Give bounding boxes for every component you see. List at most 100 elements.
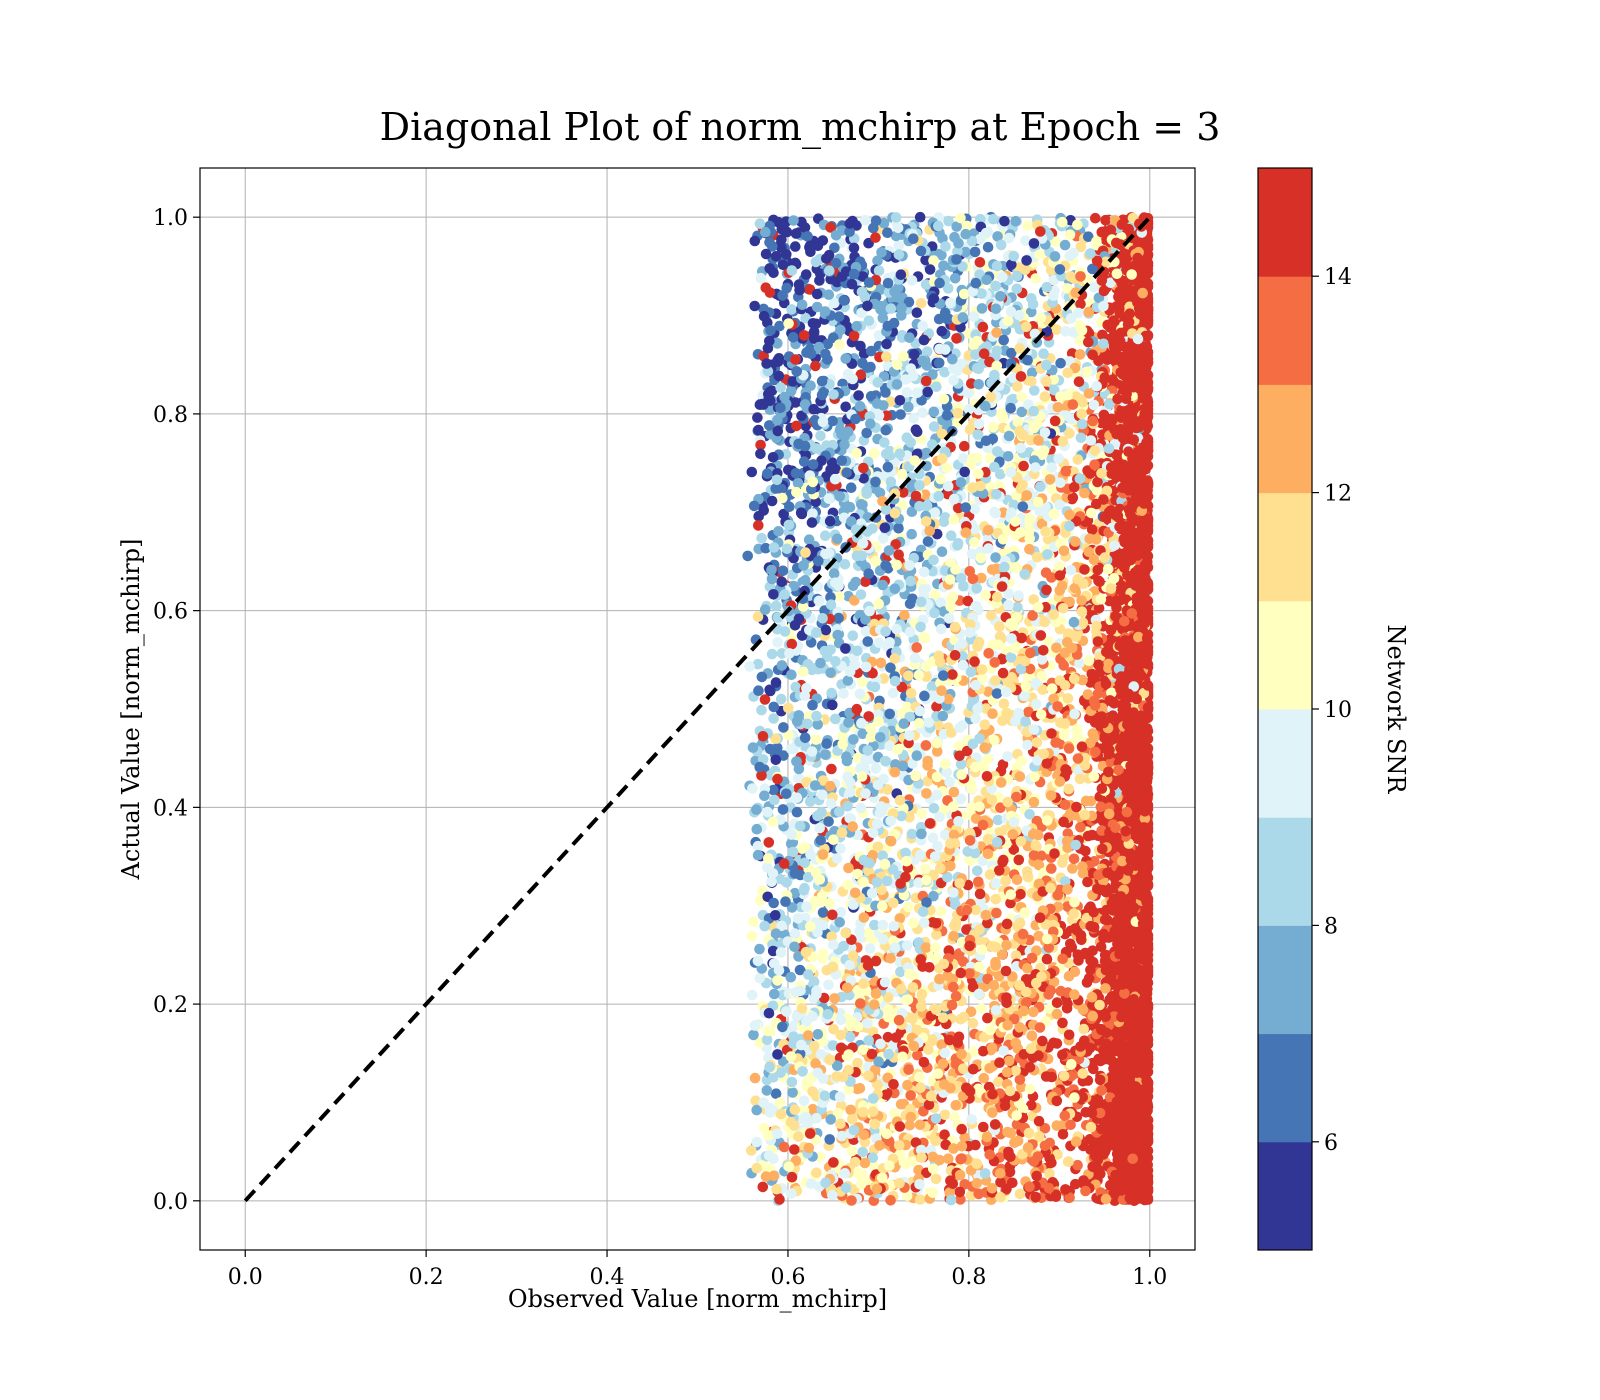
scatter-point	[1026, 1100, 1037, 1111]
scatter-point	[785, 385, 797, 397]
scatter-point	[935, 597, 947, 608]
scatter-point	[744, 661, 755, 672]
scatter-point	[1030, 698, 1042, 710]
scatter-point	[794, 964, 806, 976]
scatter-point	[1006, 347, 1017, 359]
scatter-point	[1033, 859, 1045, 871]
scatter-point	[808, 976, 820, 988]
scatter-point	[807, 508, 818, 519]
scatter-point	[872, 255, 883, 267]
scatter-point	[881, 410, 892, 422]
scatter-point	[1051, 1120, 1063, 1131]
scatter-point	[749, 235, 761, 247]
scatter-point	[798, 330, 810, 341]
scatter-point	[907, 758, 918, 769]
scatter-point	[768, 701, 780, 713]
scatter-point	[933, 719, 944, 731]
scatter-point	[793, 279, 805, 290]
scatter-point	[867, 1106, 879, 1117]
scatter-point	[857, 676, 868, 688]
scatter-point	[772, 637, 783, 648]
scatter-point	[1016, 632, 1027, 644]
scatter-point	[771, 1183, 782, 1195]
scatter-point	[983, 648, 994, 659]
scatter-point	[749, 1072, 761, 1084]
scatter-point	[1075, 298, 1086, 310]
scatter-point	[1063, 783, 1075, 795]
scatter-point	[930, 1173, 942, 1185]
scatter-point	[770, 600, 782, 612]
scatter-point	[959, 1132, 970, 1143]
scatter-point	[877, 312, 889, 324]
scatter-point	[751, 823, 763, 835]
scatter-point	[746, 930, 758, 942]
scatter-point	[958, 1011, 970, 1023]
scatter-point	[852, 1057, 863, 1069]
scatter-point	[861, 427, 872, 439]
scatter-point	[895, 409, 906, 420]
scatter-point	[761, 1085, 773, 1096]
scatter-point	[854, 1083, 866, 1094]
scatter-point	[790, 241, 801, 252]
scatter-point	[1046, 484, 1058, 495]
scatter-point	[913, 669, 925, 681]
scatter-point	[911, 307, 923, 319]
scatter-point	[881, 338, 892, 350]
scatter-point	[882, 784, 893, 795]
scatter-point	[827, 699, 838, 711]
scatter-point	[753, 520, 764, 531]
scatter-point	[811, 1167, 822, 1178]
scatter-point	[943, 945, 955, 956]
scatter-point	[936, 325, 948, 337]
scatter-point	[941, 410, 953, 421]
scatter-point	[775, 693, 787, 705]
scatter-point	[820, 749, 831, 760]
scatter-point	[969, 537, 980, 548]
scatter-point	[1046, 728, 1057, 739]
scatter-point	[986, 1042, 998, 1054]
scatter-point	[1053, 561, 1065, 572]
scatter-point	[929, 589, 941, 600]
scatter-point	[859, 214, 871, 226]
scatter-point	[752, 412, 763, 423]
scatter-point	[1011, 1110, 1022, 1121]
scatter-point	[777, 565, 789, 577]
scatter-point	[766, 495, 778, 507]
scatter-point	[1036, 850, 1047, 862]
scatter-point	[936, 546, 948, 557]
scatter-point	[841, 755, 853, 767]
scatter-point	[826, 931, 837, 942]
scatter-point	[1090, 212, 1101, 224]
scatter-point	[867, 523, 878, 534]
scatter-point	[817, 235, 829, 246]
scatter-point	[988, 421, 999, 433]
scatter-point	[1014, 771, 1026, 782]
scatter-point	[968, 311, 980, 323]
scatter-point	[763, 837, 775, 848]
scatter-point	[954, 1186, 966, 1198]
scatter-point	[742, 550, 753, 562]
scatter-point	[785, 971, 797, 983]
scatter-point	[993, 1076, 1004, 1088]
scatter-point	[1024, 809, 1035, 820]
scatter-point	[1030, 273, 1041, 284]
scatter-point	[1034, 1131, 1045, 1142]
scatter-point	[893, 523, 904, 534]
scatter-point	[754, 943, 765, 955]
scatter-point	[977, 1045, 989, 1057]
scatter-point	[751, 804, 762, 815]
scatter-point	[869, 681, 881, 693]
scatter-point	[845, 482, 857, 494]
scatter-point	[838, 688, 849, 699]
scatter-point	[776, 648, 788, 659]
scatter-point	[792, 477, 804, 489]
scatter-point	[756, 704, 767, 716]
scatter-point	[982, 753, 994, 765]
scatter-point	[965, 1006, 977, 1017]
scatter-point	[872, 377, 884, 388]
scatter-point	[1066, 348, 1078, 359]
scatter-point	[1099, 732, 1110, 743]
scatter-point	[962, 595, 974, 607]
scatter-point	[992, 814, 1004, 826]
